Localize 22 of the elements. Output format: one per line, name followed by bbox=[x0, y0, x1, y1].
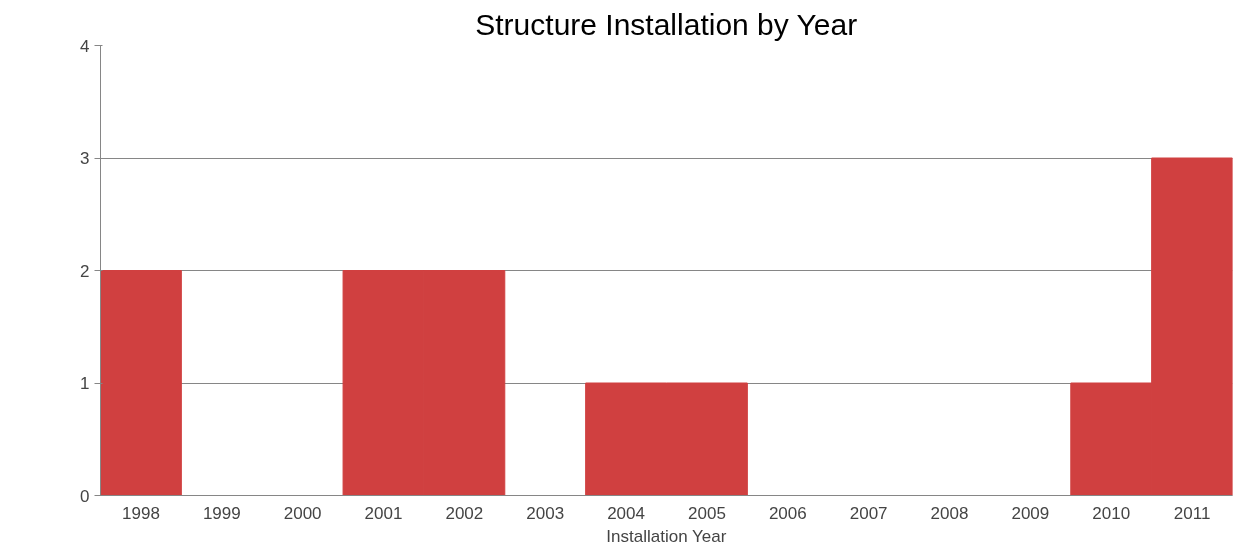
y-tick-label: 3 bbox=[80, 149, 90, 168]
x-axis-title: Installation Year bbox=[606, 526, 727, 546]
x-tick-label: 2009 bbox=[1011, 503, 1050, 523]
x-tick-label: 2008 bbox=[930, 503, 969, 523]
x-tick-label: 2003 bbox=[526, 503, 565, 523]
x-tick-label: 2002 bbox=[445, 503, 484, 523]
x-tick-label: 1998 bbox=[122, 503, 160, 523]
bar bbox=[100, 270, 182, 496]
y-tick-label: 1 bbox=[80, 374, 90, 393]
x-tick-label: 2006 bbox=[768, 503, 807, 523]
x-tick-label: 2004 bbox=[607, 503, 645, 523]
x-tick-label: 2011 bbox=[1173, 503, 1211, 523]
y-tick-label: 2 bbox=[80, 261, 90, 281]
x-tick-label: 2007 bbox=[849, 503, 888, 523]
x-tick-label: 2001 bbox=[364, 503, 403, 523]
x-tick-label: 2010 bbox=[1092, 503, 1131, 523]
y-tick-label: 4 bbox=[80, 36, 90, 56]
x-tick-label: 2000 bbox=[283, 503, 322, 523]
x-tick-label: 2005 bbox=[688, 503, 726, 523]
y-tick-label: 0 bbox=[80, 486, 90, 506]
x-tick-label: 1999 bbox=[202, 503, 241, 523]
chart-title: Structure Installation by Year bbox=[475, 7, 858, 41]
